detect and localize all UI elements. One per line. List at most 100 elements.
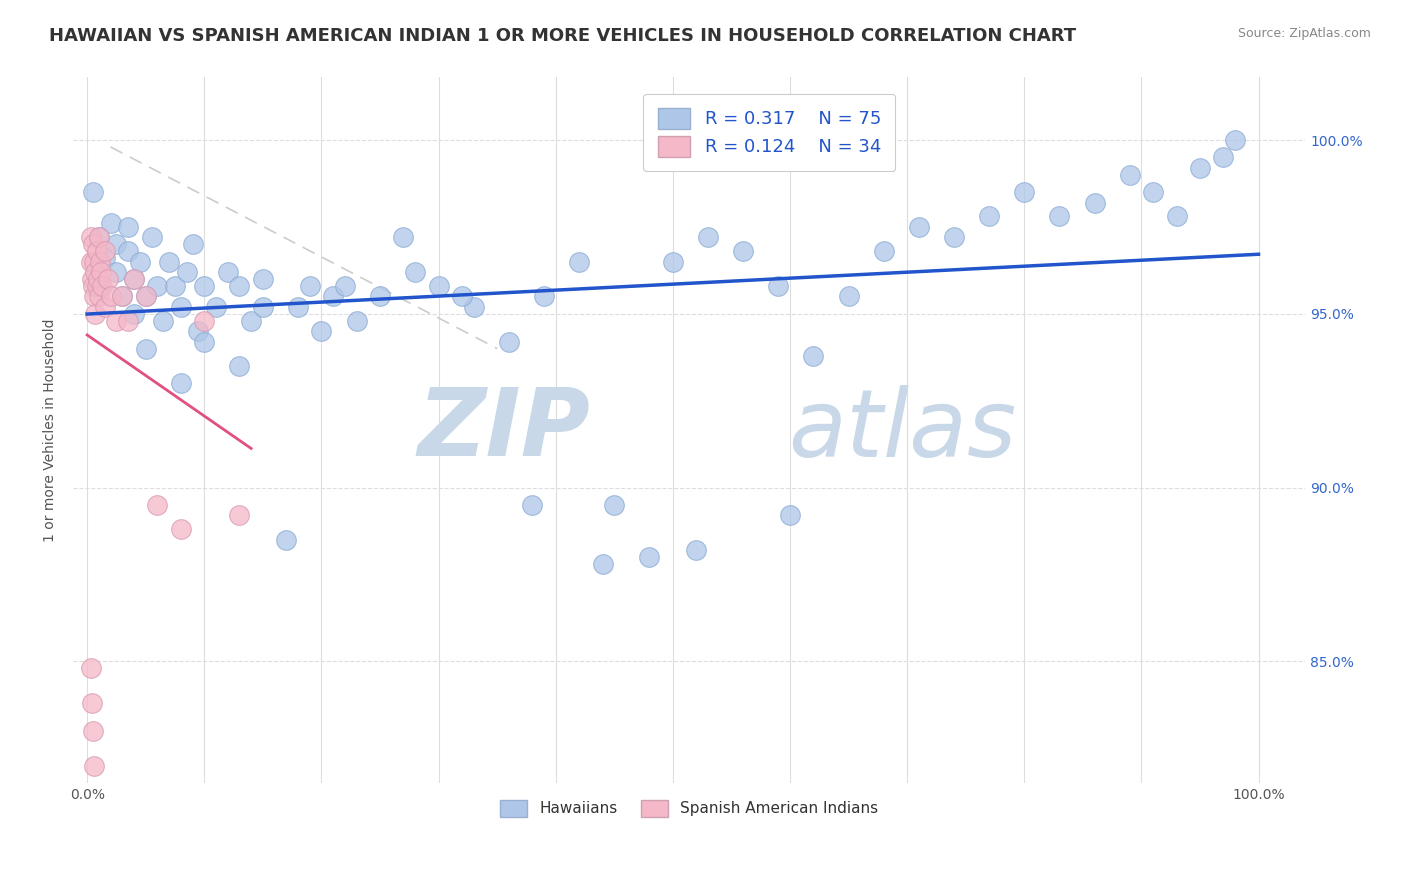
Text: ZIP: ZIP [418, 384, 591, 476]
Point [943, 230, 966, 244]
Point [193, 314, 215, 328]
Point [1012, 185, 1035, 199]
Point [89, 254, 111, 268]
Text: atlas: atlas [787, 384, 1017, 475]
Point [311, 324, 333, 338]
Legend: Hawaiians, Spanish American Indians: Hawaiians, Spanish American Indians [492, 792, 886, 825]
Point [217, 265, 239, 279]
Point [91, 279, 114, 293]
Point [146, 279, 169, 293]
Point [97, 272, 120, 286]
Point [193, 279, 215, 293]
Point [1142, 185, 1164, 199]
Point [93, 300, 115, 314]
Point [322, 289, 344, 303]
Point [141, 230, 163, 244]
Point [252, 300, 274, 314]
Point [86, 244, 108, 259]
Point [603, 498, 626, 512]
Text: HAWAIIAN VS SPANISH AMERICAN INDIAN 1 OR MORE VEHICLES IN HOUSEHOLD CORRELATION : HAWAIIAN VS SPANISH AMERICAN INDIAN 1 OR… [49, 27, 1077, 45]
Point [908, 219, 931, 234]
Point [427, 279, 450, 293]
Point [522, 498, 544, 512]
Point [228, 359, 250, 373]
Point [82, 185, 104, 199]
Point [93, 251, 115, 265]
Point [122, 307, 145, 321]
Point [240, 314, 263, 328]
Point [87, 230, 110, 244]
Point [135, 342, 157, 356]
Point [498, 334, 520, 349]
Point [170, 300, 193, 314]
Point [873, 244, 896, 259]
Point [193, 334, 215, 349]
Point [697, 230, 720, 244]
Point [1212, 150, 1234, 164]
Point [79, 661, 101, 675]
Point [84, 307, 107, 321]
Point [117, 314, 139, 328]
Point [82, 723, 104, 738]
Point [87, 230, 110, 244]
Point [86, 272, 108, 286]
Point [662, 254, 685, 268]
Point [1223, 133, 1246, 147]
Point [838, 289, 860, 303]
Point [170, 522, 193, 536]
Point [803, 349, 825, 363]
Point [977, 210, 1000, 224]
Point [87, 279, 110, 293]
Point [404, 265, 426, 279]
Point [779, 508, 801, 523]
Point [1118, 168, 1140, 182]
Point [333, 279, 356, 293]
Point [252, 272, 274, 286]
Point [733, 244, 755, 259]
Point [79, 254, 101, 268]
Point [157, 254, 180, 268]
Point [82, 279, 104, 293]
Point [105, 314, 128, 328]
Point [105, 265, 128, 279]
Point [228, 279, 250, 293]
Point [228, 508, 250, 523]
Point [592, 557, 614, 571]
Point [205, 300, 228, 314]
Point [93, 244, 115, 259]
Point [1166, 210, 1188, 224]
Point [100, 289, 122, 303]
Point [1047, 210, 1070, 224]
Point [84, 265, 107, 279]
Point [181, 237, 204, 252]
Point [392, 230, 415, 244]
Point [346, 314, 368, 328]
Point [287, 300, 309, 314]
Point [1083, 195, 1105, 210]
Point [152, 314, 174, 328]
Point [80, 272, 103, 286]
Point [170, 376, 193, 391]
Point [111, 289, 134, 303]
Point [83, 758, 105, 772]
Point [1188, 161, 1211, 175]
Point [90, 265, 112, 279]
Point [135, 289, 157, 303]
Point [276, 533, 298, 547]
Point [146, 498, 169, 512]
Point [87, 289, 110, 303]
Point [111, 289, 134, 303]
Point [105, 237, 128, 252]
Point [135, 289, 157, 303]
Point [79, 230, 101, 244]
Point [80, 696, 103, 710]
Point [568, 254, 591, 268]
Point [451, 289, 474, 303]
Point [533, 289, 555, 303]
Text: Source: ZipAtlas.com: Source: ZipAtlas.com [1237, 27, 1371, 40]
Point [83, 289, 105, 303]
Point [463, 300, 485, 314]
Point [122, 272, 145, 286]
Point [86, 279, 108, 293]
Point [768, 279, 790, 293]
